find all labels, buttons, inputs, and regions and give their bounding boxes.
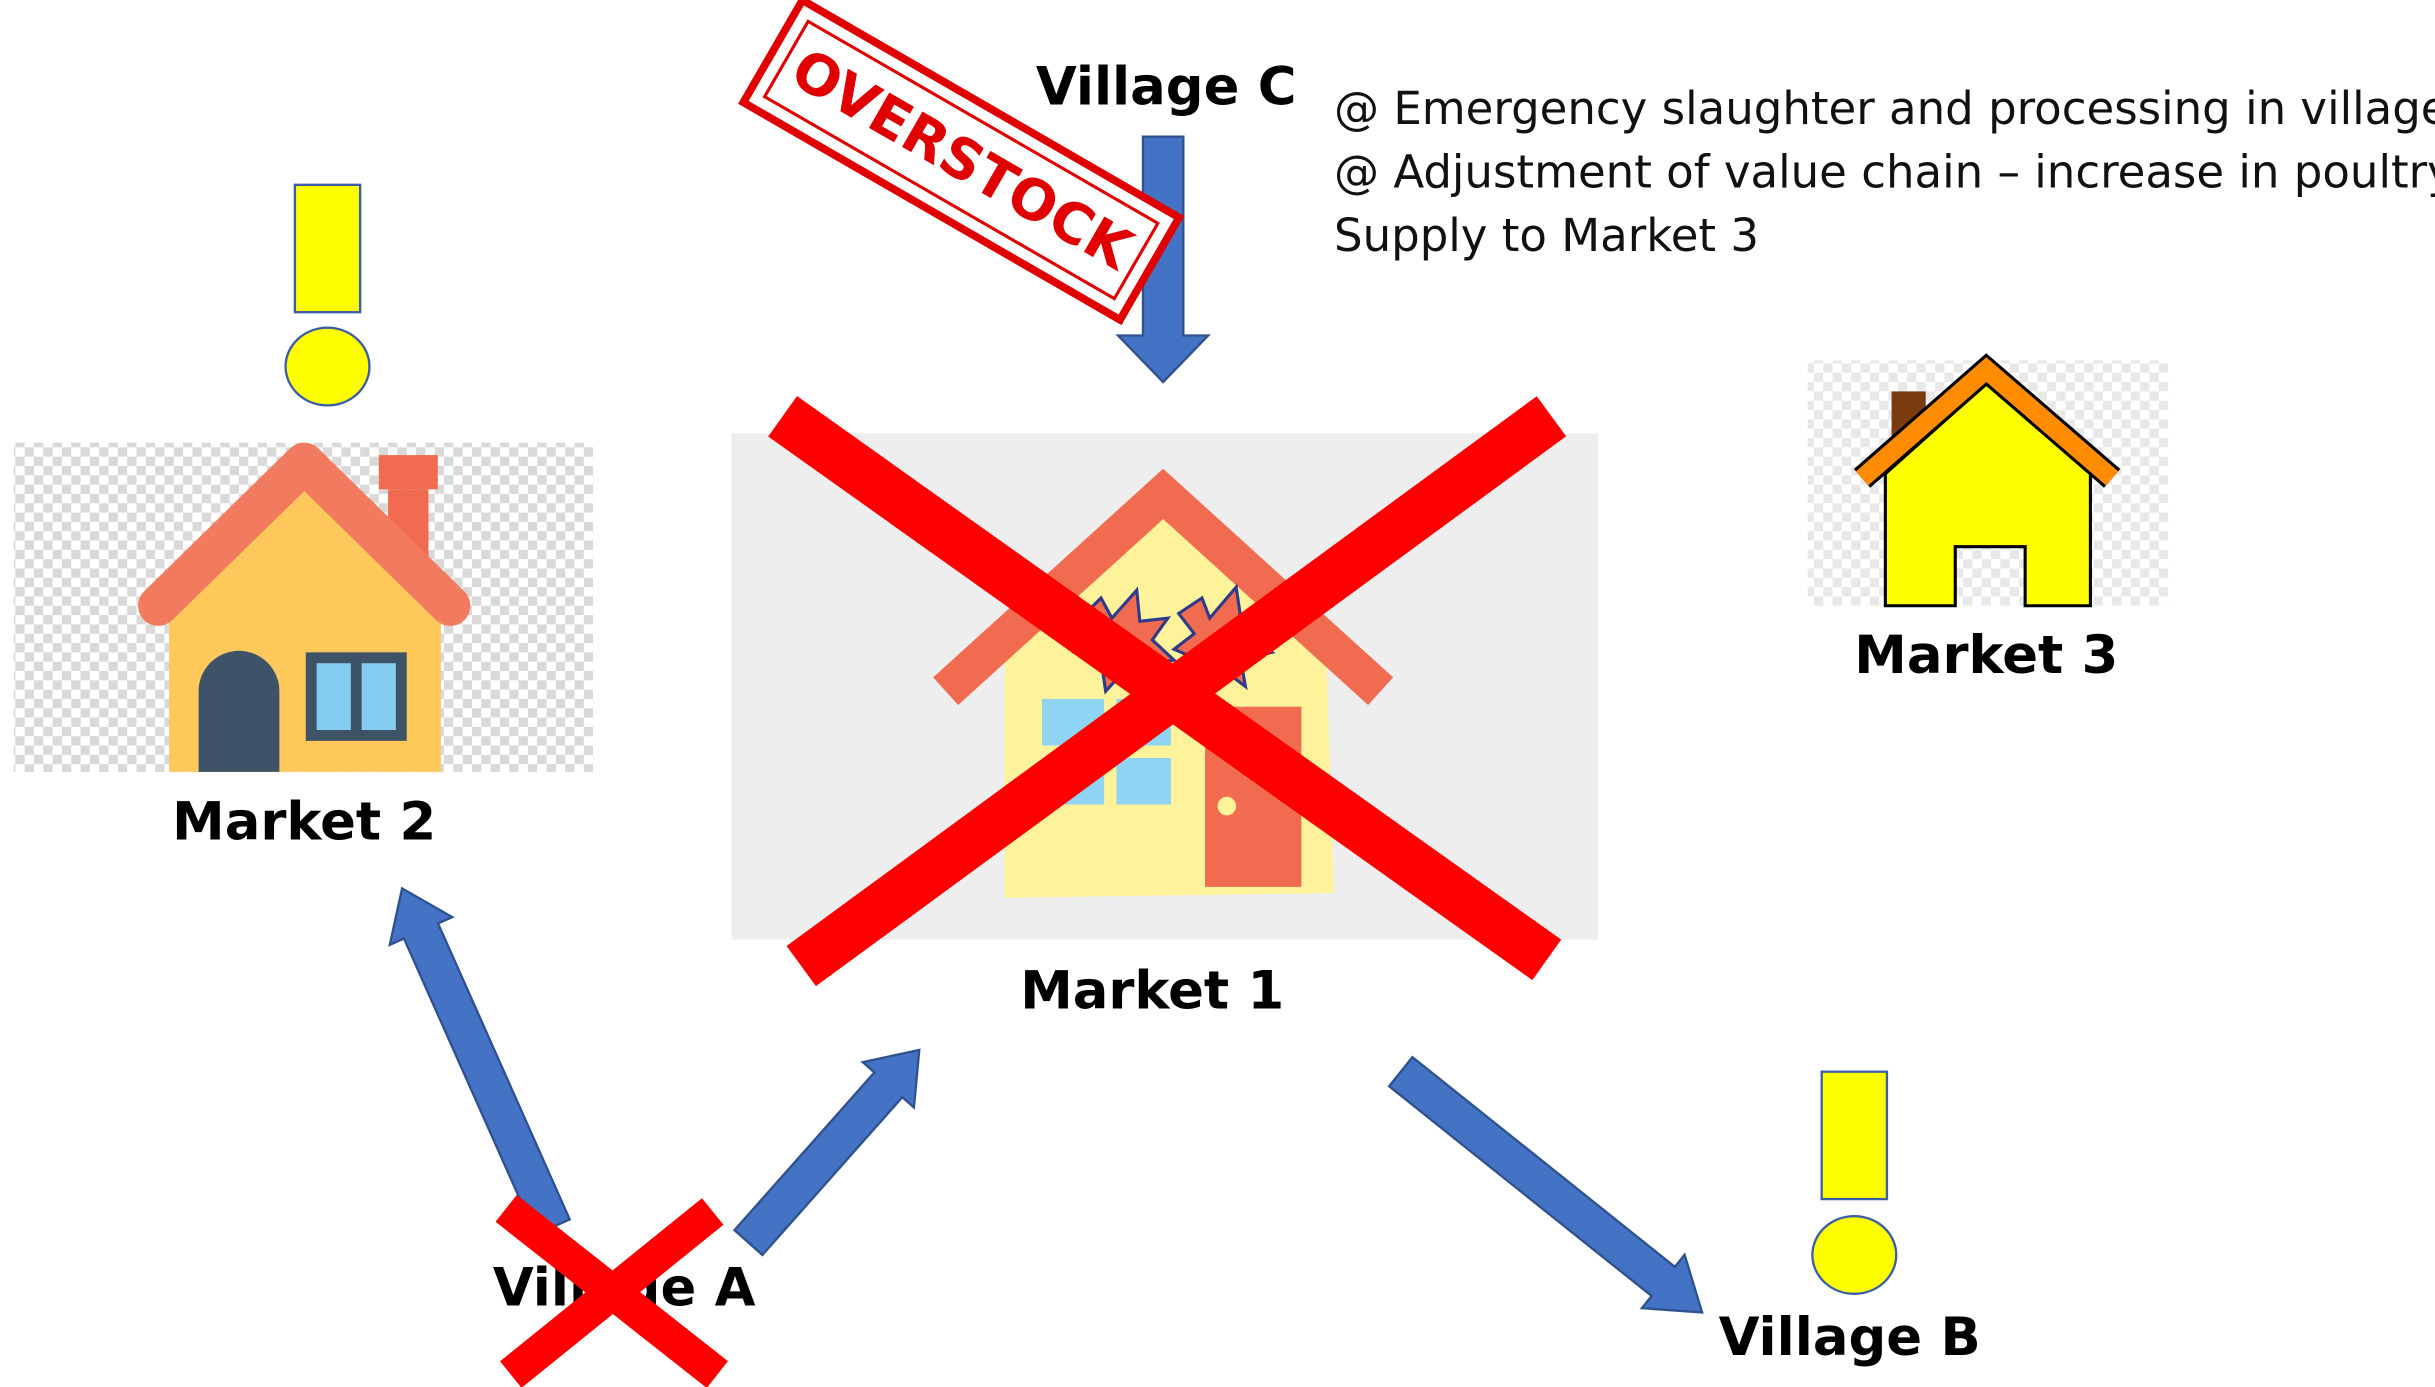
- flow-arrow: [1389, 1057, 1702, 1312]
- node-label: Village C: [1036, 57, 1297, 118]
- node-label: Market 2: [172, 791, 436, 852]
- diagram: Village C Market 1 Market 2 Market 3 Vil…: [0, 0, 2435, 1387]
- note: @ Adjustment of value chain – increase i…: [1334, 146, 2435, 199]
- alert-market-2: [286, 185, 370, 406]
- flow-arrow: [734, 1050, 919, 1255]
- overstock-stamp: OVERSTOCK: [743, 0, 1179, 320]
- market-3-icon: [1808, 360, 2168, 605]
- market-2-icon: [14, 443, 593, 772]
- node-label: Village B: [1719, 1307, 1981, 1368]
- flow-arrow: [390, 888, 570, 1234]
- alert-village-b: [1812, 1072, 1896, 1294]
- page: Village C Market 1 Market 2 Market 3 Vil…: [0, 0, 2435, 1387]
- note: @ Emergency slaughter and processing in …: [1334, 82, 2435, 135]
- node-label: Market 3: [1854, 625, 2118, 686]
- node-label: Market 1: [1020, 961, 1284, 1022]
- note: Supply to Market 3: [1334, 209, 1759, 262]
